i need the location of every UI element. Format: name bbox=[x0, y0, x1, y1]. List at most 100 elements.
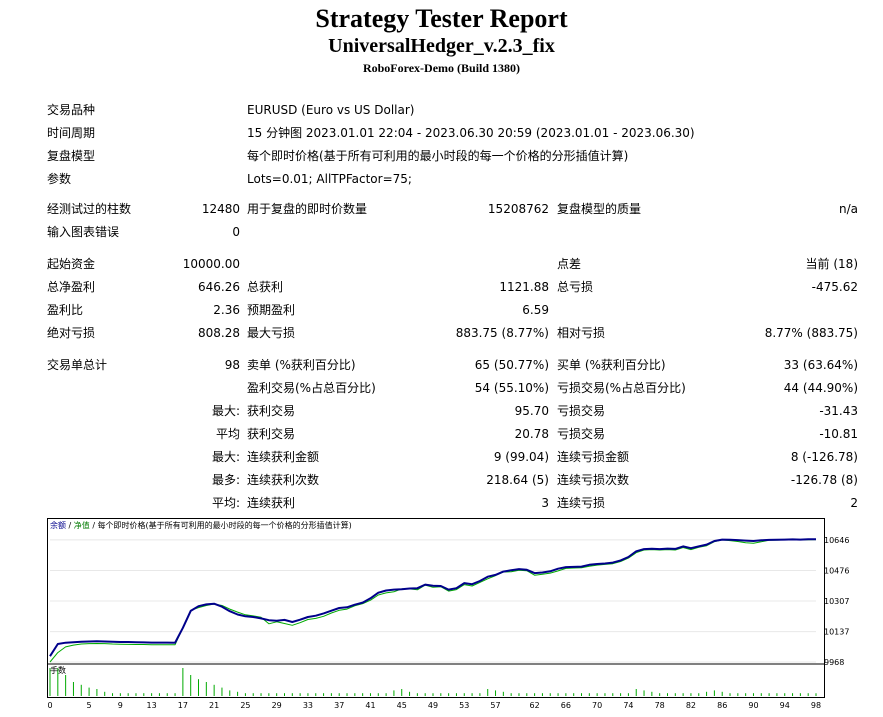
avg-cons-wins-value: 3 bbox=[541, 496, 549, 510]
total-trades-value: 98 bbox=[224, 358, 240, 372]
symbol-label: 交易品种 bbox=[47, 103, 96, 117]
max-cons-wins-value: 9 (99.04) bbox=[493, 450, 549, 464]
y-tick-label: 9968 bbox=[824, 658, 844, 667]
gross-loss-label: 总亏损 bbox=[557, 280, 594, 294]
most-cons-profit-value: 218.64 (5) bbox=[486, 473, 549, 487]
maximum-label: 最大: bbox=[211, 450, 240, 464]
largest-profit-label: 获利交易 bbox=[247, 404, 296, 418]
x-tick-label: 25 bbox=[240, 701, 250, 710]
ticks-label: 用于复盘的即时价数量 bbox=[247, 202, 368, 216]
period-value: 15 分钟图 2023.01.01 22:04 - 2023.06.30 20:… bbox=[247, 126, 695, 140]
spread-value: 当前 (18) bbox=[805, 257, 858, 271]
expected-payoff-label: 预期盈利 bbox=[247, 303, 296, 317]
server-build: RoboForex-Demo (Build 1380) bbox=[362, 61, 521, 75]
deposit-label: 起始资金 bbox=[47, 257, 96, 271]
x-tick-label: 94 bbox=[780, 701, 790, 710]
max-cons-losses-value: 8 (-126.78) bbox=[790, 450, 858, 464]
legend-sep: / bbox=[66, 521, 74, 530]
params-value: Lots=0.01; AllTPFactor=75; bbox=[247, 172, 412, 186]
x-tick-label: 17 bbox=[178, 701, 188, 710]
gross-profit-value: 1121.88 bbox=[499, 280, 549, 294]
errors-value: 0 bbox=[232, 225, 240, 239]
x-tick-label: 98 bbox=[811, 701, 821, 710]
quality-label: 复盘模型的质量 bbox=[557, 202, 642, 216]
quality-value: n/a bbox=[838, 202, 858, 216]
average-profit-label: 获利交易 bbox=[247, 427, 296, 441]
avg-cons-wins-label: 连续获利 bbox=[247, 496, 296, 510]
x-tick-label: 82 bbox=[686, 701, 696, 710]
most-cons-profit-label: 连续获利次数 bbox=[247, 473, 320, 487]
max-cons-losses-label: 连续亏损金额 bbox=[557, 450, 630, 464]
short-trades-value: 65 (50.77%) bbox=[474, 358, 549, 372]
y-tick-label: 10137 bbox=[824, 628, 849, 637]
avg-cons-losses-value: 2 bbox=[850, 496, 858, 510]
profit-factor-value: 2.36 bbox=[213, 303, 240, 317]
rel-drawdown-value: 8.77% (883.75) bbox=[764, 326, 858, 340]
bars-label: 经测试过的柱数 bbox=[47, 202, 132, 216]
largest-loss-label: 亏损交易 bbox=[557, 404, 606, 418]
net-profit-label: 总净盈利 bbox=[47, 280, 96, 294]
spread-label: 点差 bbox=[557, 257, 582, 271]
x-tick-label: 74 bbox=[623, 701, 633, 710]
average-label: 平均 bbox=[215, 427, 240, 441]
model-value: 每个即时价格(基于所有可利用的最小时段的每一个价格的分形插值计算) bbox=[247, 149, 629, 163]
x-tick-label: 86 bbox=[717, 701, 727, 710]
short-trades-label: 卖单 (%获利百分比) bbox=[247, 358, 356, 372]
x-tick-label: 29 bbox=[272, 701, 282, 710]
x-tick-label: 13 bbox=[147, 701, 157, 710]
legend-balance: 余额 bbox=[50, 521, 66, 530]
gross-loss-value: -475.62 bbox=[811, 280, 858, 294]
y-tick-label: 10646 bbox=[824, 536, 849, 545]
profit-trades-value: 54 (55.10%) bbox=[474, 381, 549, 395]
deposit-value: 10000.00 bbox=[182, 257, 240, 271]
x-tick-label: 66 bbox=[561, 701, 571, 710]
x-tick-label: 49 bbox=[428, 701, 438, 710]
bars-value: 12480 bbox=[201, 202, 240, 216]
most-cons-loss-value: -126.78 (8) bbox=[790, 473, 858, 487]
average-loss-value: -10.81 bbox=[819, 427, 858, 441]
loss-trades-label: 亏损交易(%占总百分比) bbox=[557, 381, 686, 395]
x-tick-label: 53 bbox=[459, 701, 469, 710]
largest-label: 最大: bbox=[211, 404, 240, 418]
abs-drawdown-label: 绝对亏损 bbox=[47, 326, 96, 340]
x-tick-label: 62 bbox=[530, 701, 540, 710]
long-trades-value: 33 (63.64%) bbox=[783, 358, 858, 372]
profit-factor-label: 盈利比 bbox=[47, 303, 84, 317]
x-tick-label: 0 bbox=[47, 701, 52, 710]
most-cons-loss-label: 连续亏损次数 bbox=[557, 473, 630, 487]
rel-drawdown-label: 相对亏损 bbox=[557, 326, 606, 340]
x-tick-label: 45 bbox=[397, 701, 407, 710]
x-tick-label: 21 bbox=[209, 701, 219, 710]
errors-label: 输入图表错误 bbox=[47, 225, 120, 239]
y-tick-label: 10476 bbox=[824, 567, 849, 576]
profit-trades-label: 盈利交易(%占总百分比) bbox=[247, 381, 376, 395]
x-tick-label: 9 bbox=[118, 701, 123, 710]
period-label: 时间周期 bbox=[47, 126, 96, 140]
model-label: 复盘模型 bbox=[47, 149, 96, 163]
avg-cons-losses-label: 连续亏损 bbox=[557, 496, 606, 510]
most-label: 最多: bbox=[211, 473, 240, 487]
x-tick-label: 78 bbox=[655, 701, 665, 710]
x-tick-label: 37 bbox=[334, 701, 344, 710]
legend-model: / 每个即时价格(基于所有可利用的最小时段的每一个价格的分形插值计算) bbox=[89, 521, 352, 530]
gross-profit-label: 总获利 bbox=[247, 280, 284, 294]
x-tick-label: 41 bbox=[365, 701, 375, 710]
y-tick-label: 10307 bbox=[824, 597, 849, 606]
largest-profit-value: 95.70 bbox=[514, 404, 549, 418]
expected-payoff-value: 6.59 bbox=[522, 303, 549, 317]
balance-line bbox=[49, 538, 816, 657]
x-tick-label: 5 bbox=[87, 701, 92, 710]
avg-cons-label: 平均: bbox=[211, 496, 240, 510]
legend-equity: 净值 bbox=[73, 521, 90, 530]
max-cons-wins-label: 连续获利金额 bbox=[247, 450, 320, 464]
average-profit-value: 20.78 bbox=[514, 427, 549, 441]
x-tick-label: 90 bbox=[748, 701, 758, 710]
max-drawdown-value: 883.75 (8.77%) bbox=[455, 326, 549, 340]
ticks-value: 15208762 bbox=[487, 202, 549, 216]
expert-name: UniversalHedger_v.2.3_fix bbox=[328, 35, 555, 57]
report-title: Strategy Tester Report bbox=[315, 4, 568, 33]
x-tick-label: 70 bbox=[592, 701, 602, 710]
loss-trades-value: 44 (44.90%) bbox=[783, 381, 858, 395]
params-label: 参数 bbox=[47, 172, 72, 186]
